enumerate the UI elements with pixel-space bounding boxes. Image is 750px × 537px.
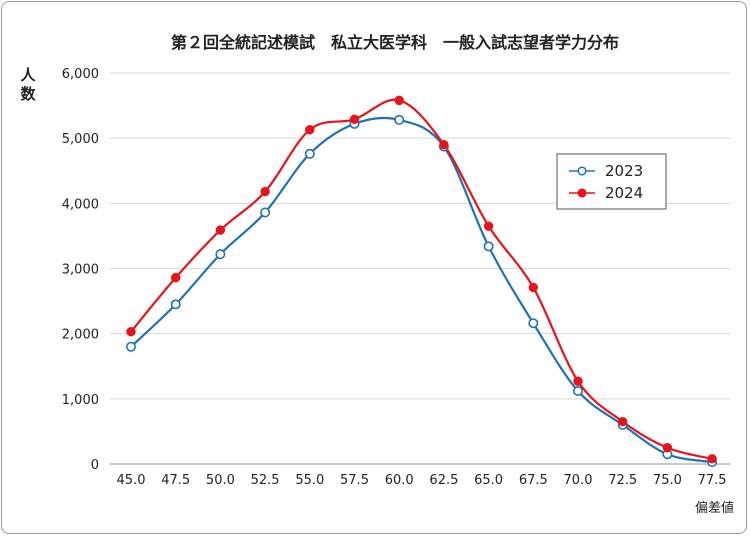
x-tick-label: 62.5 bbox=[429, 473, 458, 488]
data-point-2023 bbox=[260, 207, 271, 218]
y-axis-label-char: 人 bbox=[20, 66, 36, 84]
data-point-2023 bbox=[304, 148, 315, 159]
series-line-2023 bbox=[130, 116, 713, 464]
x-tick-labels: 45.0 47.5 50.0 52.5 55.0 57.5 60.0 62.5 65.0 67.5… bbox=[117, 473, 727, 488]
data-point-2024 bbox=[528, 282, 538, 293]
data-point-2023 bbox=[126, 341, 137, 352]
data-point-2024 bbox=[707, 454, 717, 464]
legend-box bbox=[556, 153, 667, 210]
chart-title: 第２回全統記述模試 私立大医学科 一般入試志望者学力分布 bbox=[171, 33, 619, 52]
y-tick-label: 1,000 bbox=[62, 393, 99, 408]
data-point-2024 bbox=[618, 416, 628, 427]
y-tick-label: 5,000 bbox=[62, 132, 99, 147]
x-tick-label: 65.0 bbox=[474, 473, 503, 488]
data-point-2024 bbox=[573, 376, 583, 386]
legend-label-2024: 2024 bbox=[605, 184, 643, 202]
legend-marker-2023 bbox=[577, 166, 587, 176]
x-tick-label: 67.5 bbox=[519, 473, 548, 488]
data-point-2023 bbox=[572, 386, 583, 397]
x-tick-label: 45.0 bbox=[117, 473, 146, 488]
series-layer bbox=[126, 95, 718, 468]
x-tick-label: 50.0 bbox=[206, 473, 235, 488]
data-point-2023 bbox=[394, 114, 405, 125]
x-tick-label: 60.0 bbox=[385, 473, 414, 488]
data-point-2023 bbox=[215, 249, 226, 260]
data-point-2024 bbox=[171, 272, 181, 283]
x-tick-label: 52.5 bbox=[251, 473, 280, 488]
data-point-2024 bbox=[439, 139, 449, 150]
data-point-2023 bbox=[528, 318, 539, 329]
data-point-2024 bbox=[126, 327, 136, 337]
x-tick-label: 75.0 bbox=[653, 473, 682, 488]
data-point-2024 bbox=[305, 124, 315, 135]
y-tick-labels: 0 1,000 2,000 3,000 4,000 5,000 6,000 bbox=[62, 67, 99, 473]
x-tick-label: 72.5 bbox=[608, 473, 637, 488]
x-tick-label: 47.5 bbox=[161, 473, 190, 488]
data-point-2024 bbox=[349, 114, 360, 124]
legend: 2023 2024 bbox=[556, 153, 667, 210]
legend-label-2023: 2023 bbox=[605, 162, 643, 180]
data-point-2024 bbox=[483, 221, 494, 231]
data-point-2023 bbox=[170, 299, 181, 310]
legend-marker-2024 bbox=[577, 188, 587, 198]
y-tick-label: 0 bbox=[91, 458, 99, 473]
y-tick-label: 2,000 bbox=[62, 328, 99, 343]
data-point-2024 bbox=[215, 225, 226, 235]
x-tick-label: 77.5 bbox=[698, 473, 727, 488]
y-axis-label-char: 数 bbox=[20, 85, 36, 103]
y-tick-label: 4,000 bbox=[62, 197, 99, 212]
data-point-2024 bbox=[394, 95, 404, 106]
data-point-2023 bbox=[483, 241, 494, 252]
x-tick-label: 70.0 bbox=[564, 473, 593, 488]
x-axis-label: 偏差値 bbox=[695, 500, 734, 516]
grid-lines bbox=[110, 72, 730, 465]
x-tick-label: 55.0 bbox=[295, 473, 324, 488]
y-tick-label: 6,000 bbox=[62, 67, 99, 82]
x-tick-label: 57.5 bbox=[340, 473, 369, 488]
data-point-2024 bbox=[662, 443, 673, 453]
y-axis-label: 人数 bbox=[20, 66, 36, 103]
data-point-2024 bbox=[260, 186, 270, 197]
y-tick-label: 3,000 bbox=[62, 263, 99, 278]
